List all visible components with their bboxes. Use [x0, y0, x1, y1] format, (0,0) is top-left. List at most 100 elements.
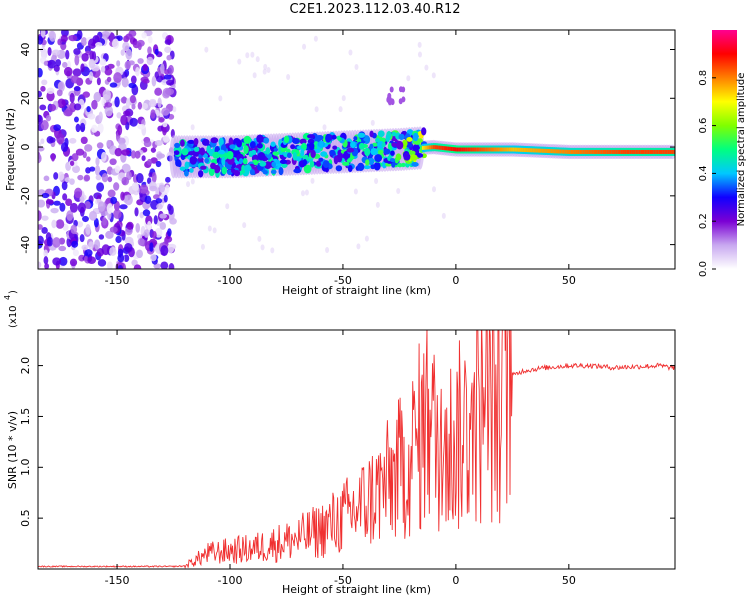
- noise-blob: [115, 235, 122, 244]
- signal-blob: [193, 146, 200, 152]
- x-tick-label: 0: [452, 274, 459, 287]
- signal-blob: [263, 137, 270, 144]
- noise-blob: [43, 256, 49, 265]
- noise-blob: [41, 215, 49, 221]
- signal-blob: [259, 161, 267, 167]
- signal-blob: [271, 161, 277, 168]
- faint-spot: [417, 41, 422, 48]
- noise-blob: [95, 174, 102, 181]
- band-core: [452, 147, 456, 152]
- noise-blob: [126, 221, 134, 230]
- noise-blob: [121, 176, 130, 186]
- signal-blob: [278, 166, 284, 176]
- x-axis-label: Height of straight line (km): [282, 583, 431, 596]
- band-core: [566, 149, 570, 154]
- band-core: [459, 147, 463, 152]
- noise-blob: [141, 155, 146, 162]
- band-core: [436, 145, 440, 150]
- noise-blob: [46, 87, 55, 95]
- signal-blob: [365, 159, 370, 166]
- noise-blob: [114, 148, 122, 157]
- signal-blob: [383, 148, 391, 155]
- signal-blob: [193, 138, 199, 146]
- signal-blob: [395, 153, 402, 161]
- band-core: [490, 147, 494, 152]
- noise-blob: [38, 224, 43, 230]
- band-core: [485, 147, 489, 152]
- signal-blob: [187, 151, 196, 156]
- faint-spot: [218, 95, 223, 102]
- noise-blob: [60, 34, 68, 43]
- band-core: [472, 147, 476, 152]
- noise-blob: [143, 140, 152, 148]
- noise-blob: [106, 261, 113, 269]
- band-core: [628, 149, 632, 154]
- faint-spot: [300, 190, 305, 197]
- noise-blob: [77, 202, 86, 214]
- signal-blob: [377, 130, 385, 138]
- noise-blob: [116, 35, 123, 42]
- noise-blob: [85, 167, 91, 174]
- signal-blob: [280, 146, 287, 153]
- noise-blob: [148, 100, 157, 108]
- noise-blob: [73, 86, 81, 92]
- band-core: [629, 149, 633, 154]
- noise-blob: [61, 30, 69, 37]
- band-core: [651, 149, 655, 154]
- noise-blob: [48, 103, 57, 112]
- noise-blob: [164, 39, 172, 45]
- band-core: [445, 146, 449, 151]
- signal-blob: [402, 139, 408, 147]
- noise-blob: [53, 64, 60, 72]
- noise-blob: [73, 48, 81, 56]
- faint-spot: [406, 75, 411, 82]
- noise-blob: [71, 153, 79, 162]
- noise-blob: [109, 226, 118, 233]
- y-tick-label: 40: [19, 43, 32, 57]
- band-core: [425, 145, 429, 150]
- noise-blob: [99, 58, 107, 66]
- y-tick-label: 1.5: [19, 408, 32, 426]
- noise-blob: [114, 165, 121, 174]
- signal-blob: [210, 137, 219, 144]
- signal-blob: [303, 164, 312, 174]
- signal-blob: [243, 164, 252, 172]
- x-tick-label: -150: [105, 574, 130, 587]
- noise-blob: [105, 230, 114, 239]
- band-core: [422, 145, 426, 150]
- band-core: [638, 149, 642, 154]
- signal-blob: [401, 162, 406, 168]
- noise-blob: [106, 139, 112, 147]
- signal-blob: [391, 142, 397, 147]
- noise-blob: [88, 241, 94, 250]
- band-core: [557, 149, 561, 154]
- faint-spot: [353, 188, 358, 195]
- noise-blob: [40, 85, 46, 92]
- band-core: [662, 149, 666, 154]
- faint-spot: [263, 63, 268, 70]
- noise-blob: [106, 203, 113, 214]
- signal-blob: [390, 150, 395, 156]
- snr-panel: -150 -100 -50 0 50 0.5 1.0 1.5 2.0 Height of stra…: [3, 290, 676, 596]
- faint-spot: [257, 235, 262, 242]
- signal-blob: [358, 142, 365, 150]
- noise-blob: [73, 103, 82, 111]
- noise-blob: [76, 221, 84, 228]
- signal-blob: [179, 166, 186, 171]
- y-tick-label: -40: [19, 236, 32, 254]
- noise-blob: [156, 153, 165, 159]
- noise-blob: [147, 177, 152, 185]
- signal-blob: [320, 151, 328, 157]
- band-core: [467, 147, 471, 152]
- noise-blob: [87, 113, 96, 120]
- signal-blob: [262, 169, 268, 175]
- signal-blob: [236, 139, 242, 148]
- band-core: [476, 147, 480, 152]
- noise-blob: [121, 77, 129, 88]
- band-core: [647, 149, 651, 154]
- noise-blob: [113, 72, 122, 84]
- noise-blob: [41, 192, 50, 199]
- noise-blob: [168, 263, 175, 269]
- noise-blob: [131, 259, 138, 267]
- spectrogram-marks: [38, 30, 675, 269]
